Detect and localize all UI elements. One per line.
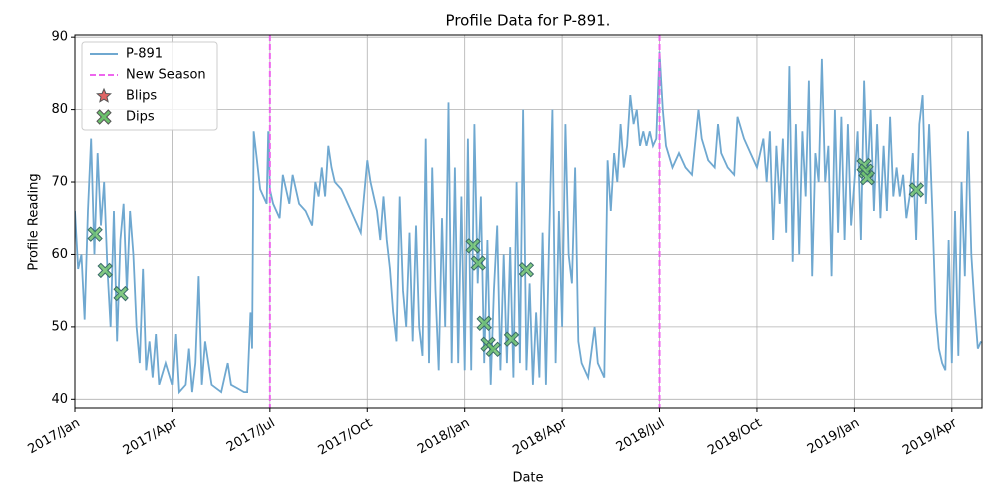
- scatter-point: [97, 262, 113, 279]
- legend-label: New Season: [126, 68, 206, 83]
- scatter-point: [465, 238, 481, 254]
- legend-swatch: [96, 87, 112, 103]
- y-tick-label: 80: [51, 102, 68, 117]
- scatter-point: [485, 341, 502, 358]
- y-axis-label: Profile Reading: [27, 173, 42, 270]
- x-tick-label: 2018/Jan: [415, 416, 472, 458]
- y-tick-label: 40: [51, 392, 68, 407]
- x-axis-label: Date: [512, 471, 543, 486]
- plot-frame: [74, 34, 983, 409]
- scatter-point: [113, 285, 129, 302]
- x-tick-label: 2018/Oct: [705, 416, 764, 459]
- legend-swatch: [96, 109, 112, 125]
- x-tick-label: 2017/Jan: [25, 416, 82, 458]
- y-tick-label: 60: [51, 247, 68, 262]
- scatter-point: [476, 315, 492, 332]
- chart-title: Profile Data for P-891.: [446, 12, 611, 30]
- x-tick-label: 2019/Jan: [805, 416, 862, 458]
- x-tick-label: 2019/Apr: [900, 415, 960, 458]
- scatter-point: [859, 169, 876, 186]
- legend-label: P-891: [126, 47, 163, 62]
- scatter-point: [908, 182, 925, 198]
- scatter-point: [518, 261, 535, 278]
- y-tick-label: 50: [51, 319, 68, 334]
- scatter-point: [503, 331, 520, 347]
- legend-label: Dips: [126, 110, 155, 125]
- x-tick-label: 2017/Jul: [224, 416, 278, 456]
- legend-label: Blips: [126, 89, 157, 104]
- scatter-point: [470, 255, 487, 271]
- x-tick-label: 2017/Apr: [121, 415, 181, 458]
- x-tick-label: 2018/Jul: [614, 416, 668, 456]
- legend-box: [81, 41, 218, 131]
- y-tick-label: 70: [51, 175, 68, 190]
- y-tick-label: 90: [51, 30, 68, 45]
- data-line: [75, 51, 982, 395]
- x-tick-label: 2018/Apr: [510, 415, 570, 458]
- x-tick-label: 2017/Oct: [316, 416, 375, 459]
- scatter-point: [87, 226, 103, 242]
